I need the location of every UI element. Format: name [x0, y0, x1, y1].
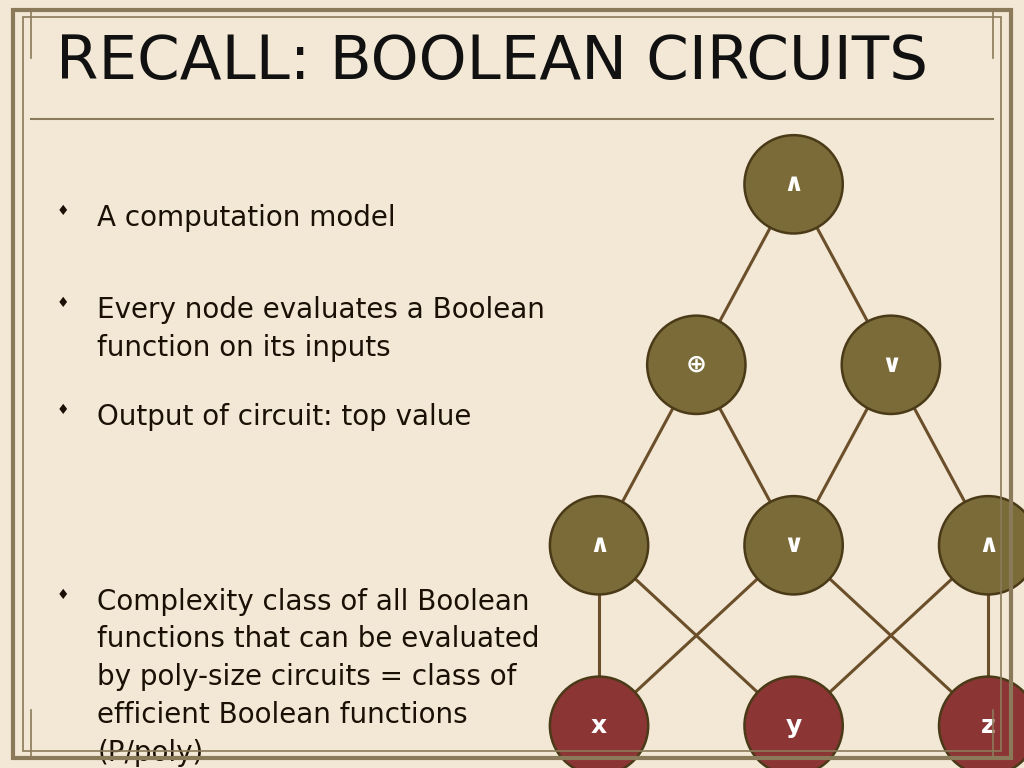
- Text: ♦: ♦: [56, 403, 69, 417]
- Ellipse shape: [744, 496, 843, 594]
- Text: ♦: ♦: [56, 204, 69, 217]
- Text: ♦: ♦: [56, 296, 69, 310]
- Text: z: z: [981, 713, 995, 738]
- Text: ⊕: ⊕: [686, 353, 707, 377]
- Text: Complexity class of all Boolean
functions that can be evaluated
by poly-size cir: Complexity class of all Boolean function…: [97, 588, 540, 767]
- Text: ∧: ∧: [783, 172, 804, 197]
- Text: RECALL: BOOLEAN CIRCUITS: RECALL: BOOLEAN CIRCUITS: [56, 34, 929, 92]
- Text: Output of circuit: top value: Output of circuit: top value: [97, 403, 472, 431]
- Ellipse shape: [939, 677, 1024, 768]
- Ellipse shape: [550, 496, 648, 594]
- Text: ∧: ∧: [978, 533, 998, 558]
- Text: ∧: ∧: [589, 533, 609, 558]
- Ellipse shape: [939, 496, 1024, 594]
- Text: A computation model: A computation model: [97, 204, 396, 231]
- Text: Every node evaluates a Boolean
function on its inputs: Every node evaluates a Boolean function …: [97, 296, 545, 362]
- Text: y: y: [785, 713, 802, 738]
- Ellipse shape: [744, 677, 843, 768]
- Ellipse shape: [550, 677, 648, 768]
- Ellipse shape: [842, 316, 940, 414]
- Ellipse shape: [744, 135, 843, 233]
- Text: ∨: ∨: [783, 533, 804, 558]
- Text: ♦: ♦: [56, 588, 69, 601]
- Text: x: x: [591, 713, 607, 738]
- Text: ∨: ∨: [881, 353, 901, 377]
- Ellipse shape: [647, 316, 745, 414]
